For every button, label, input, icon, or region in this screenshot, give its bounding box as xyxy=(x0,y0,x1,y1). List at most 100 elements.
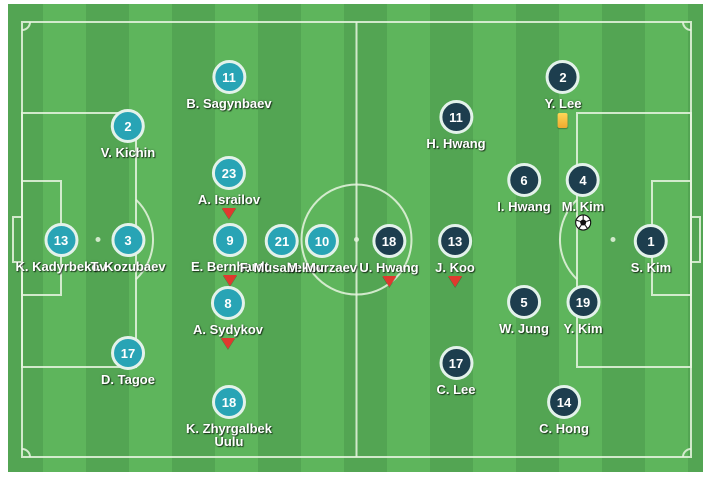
player-marker[interactable]: 11 H. Hwang xyxy=(426,100,486,151)
player-number-badge: 8 xyxy=(211,286,245,320)
player-number-badge: 13 xyxy=(43,223,78,257)
player-number: 11 xyxy=(222,69,236,85)
player-number-badge: 23 xyxy=(211,156,246,190)
player-number-badge: 4 xyxy=(566,163,600,197)
player-name-label: C. Lee xyxy=(436,382,476,397)
substituted-off-icon xyxy=(221,208,236,219)
player-number: 13 xyxy=(53,232,69,248)
player-name-label: A. Israilov xyxy=(197,192,261,207)
player-name-label: F. Musabekov xyxy=(239,260,325,275)
player-number: 2 xyxy=(124,118,132,134)
player-marker[interactable]: 4 M. Kim xyxy=(561,163,605,231)
player-marker[interactable]: 11 B. Sagynbaev xyxy=(186,60,272,111)
centre-spot xyxy=(354,237,359,242)
player-marker[interactable]: 17 C. Lee xyxy=(436,346,476,397)
player-name-label: C. Hong xyxy=(539,421,589,436)
player-marker[interactable]: 6 I. Hwang xyxy=(497,163,551,214)
player-name-label: B. Sagynbaev xyxy=(186,96,272,111)
left-goal xyxy=(12,216,23,263)
player-name-label: S. Kim xyxy=(630,260,672,275)
player-number: 23 xyxy=(221,165,237,181)
player-name-label: E. Bernhardt xyxy=(190,259,270,274)
centre-circle xyxy=(300,183,413,296)
player-marker[interactable]: 13 K. Kadyrbekov xyxy=(15,223,107,273)
substituted-off-icon xyxy=(221,338,235,349)
right-penalty-arc xyxy=(559,198,578,281)
player-number-badge: 3 xyxy=(111,223,145,257)
player-number-badge: 17 xyxy=(438,346,473,380)
corner-arc-top-right xyxy=(682,21,692,31)
player-marker[interactable]: 21 F. Musabekov xyxy=(239,224,325,275)
yellow-card-icon xyxy=(557,113,568,128)
player-number: 2 xyxy=(559,69,567,85)
player-name-label: W. Jung xyxy=(499,321,549,336)
goal-ball-icon xyxy=(574,214,592,231)
pitch-lines xyxy=(12,21,701,458)
player-number-badge: 1 xyxy=(634,224,668,258)
player-marker[interactable]: 8 A. Sydykov xyxy=(193,286,263,349)
player-number-badge: 6 xyxy=(506,163,541,197)
player-number: 21 xyxy=(274,233,290,249)
player-marker[interactable]: 19 Y. Kim xyxy=(563,285,603,335)
right-goal xyxy=(690,216,701,263)
player-number-badge: 9 xyxy=(212,223,247,257)
substituted-off-icon xyxy=(381,276,396,287)
corner-arc-bottom-left xyxy=(21,448,31,458)
player-number: 5 xyxy=(520,294,528,310)
player-name-label: I. Hwang xyxy=(497,199,551,214)
right-penalty-spot xyxy=(610,237,616,242)
player-name-label: M. Kim xyxy=(561,199,605,214)
player-number-badge: 19 xyxy=(565,285,600,319)
player-number-badge: 11 xyxy=(438,100,473,134)
player-marker[interactable]: 2 V. Kichin xyxy=(101,109,155,159)
player-marker[interactable]: 23 A. Israilov xyxy=(198,156,260,219)
player-marker[interactable]: 18 U. Hwang xyxy=(359,224,419,287)
player-marker[interactable]: 9 E. Bernhardt xyxy=(191,223,269,286)
player-name-label: Y. Lee xyxy=(544,96,582,111)
player-number: 13 xyxy=(447,233,463,249)
substituted-off-icon xyxy=(447,276,462,287)
player-marker[interactable]: 14 C. Hong xyxy=(539,385,589,435)
player-name-label: D. Tagoe xyxy=(101,372,155,387)
player-number: 6 xyxy=(520,172,528,188)
player-number: 9 xyxy=(226,232,234,248)
goal-ball-badge xyxy=(574,214,592,231)
player-number-badge: 17 xyxy=(111,336,145,370)
player-number: 1 xyxy=(647,233,655,249)
left-penalty-arc xyxy=(135,198,154,281)
player-marker[interactable]: 18 K. Zhyrgalbek Uulu xyxy=(170,385,288,448)
player-marker[interactable]: 17 D. Tagoe xyxy=(101,336,155,386)
player-number: 19 xyxy=(575,294,591,310)
player-number-badge: 13 xyxy=(437,224,472,258)
player-marker[interactable]: 10 M. Murzaev xyxy=(287,224,357,274)
player-number: 3 xyxy=(124,232,132,248)
player-number: 4 xyxy=(579,172,587,188)
player-number-badge: 18 xyxy=(371,224,406,258)
corner-arc-top-left xyxy=(21,21,31,31)
player-number-badge: 18 xyxy=(212,385,246,419)
player-number-badge: 10 xyxy=(304,224,339,258)
player-marker[interactable]: 5 W. Jung xyxy=(499,285,549,335)
player-number-badge: 21 xyxy=(265,224,299,258)
player-number-badge: 5 xyxy=(507,285,541,319)
player-number: 17 xyxy=(448,355,464,371)
player-marker[interactable]: 3 T. Kozubaev xyxy=(90,223,166,274)
player-name-label: M. Murzaev xyxy=(286,260,358,275)
player-name-label: T. Kozubaev xyxy=(90,259,166,274)
corner-arc-bottom-right xyxy=(682,448,692,458)
player-marker[interactable]: 13 J. Koo xyxy=(435,224,475,287)
player-number-badge: 11 xyxy=(211,60,246,94)
player-marker[interactable]: 2 Y. Lee xyxy=(544,60,582,128)
player-name-label: U. Hwang xyxy=(359,260,419,275)
player-name-label: H. Hwang xyxy=(426,136,486,151)
player-number: 18 xyxy=(381,233,397,249)
player-name-label: A. Sydykov xyxy=(192,322,264,337)
player-name-label: V. Kichin xyxy=(100,145,156,160)
player-name-label: K. Zhyrgalbek Uulu xyxy=(186,421,272,449)
player-number: 8 xyxy=(224,295,232,311)
player-number: 14 xyxy=(556,394,572,410)
substituted-off-icon xyxy=(222,275,237,286)
player-marker[interactable]: 1 S. Kim xyxy=(631,224,671,274)
